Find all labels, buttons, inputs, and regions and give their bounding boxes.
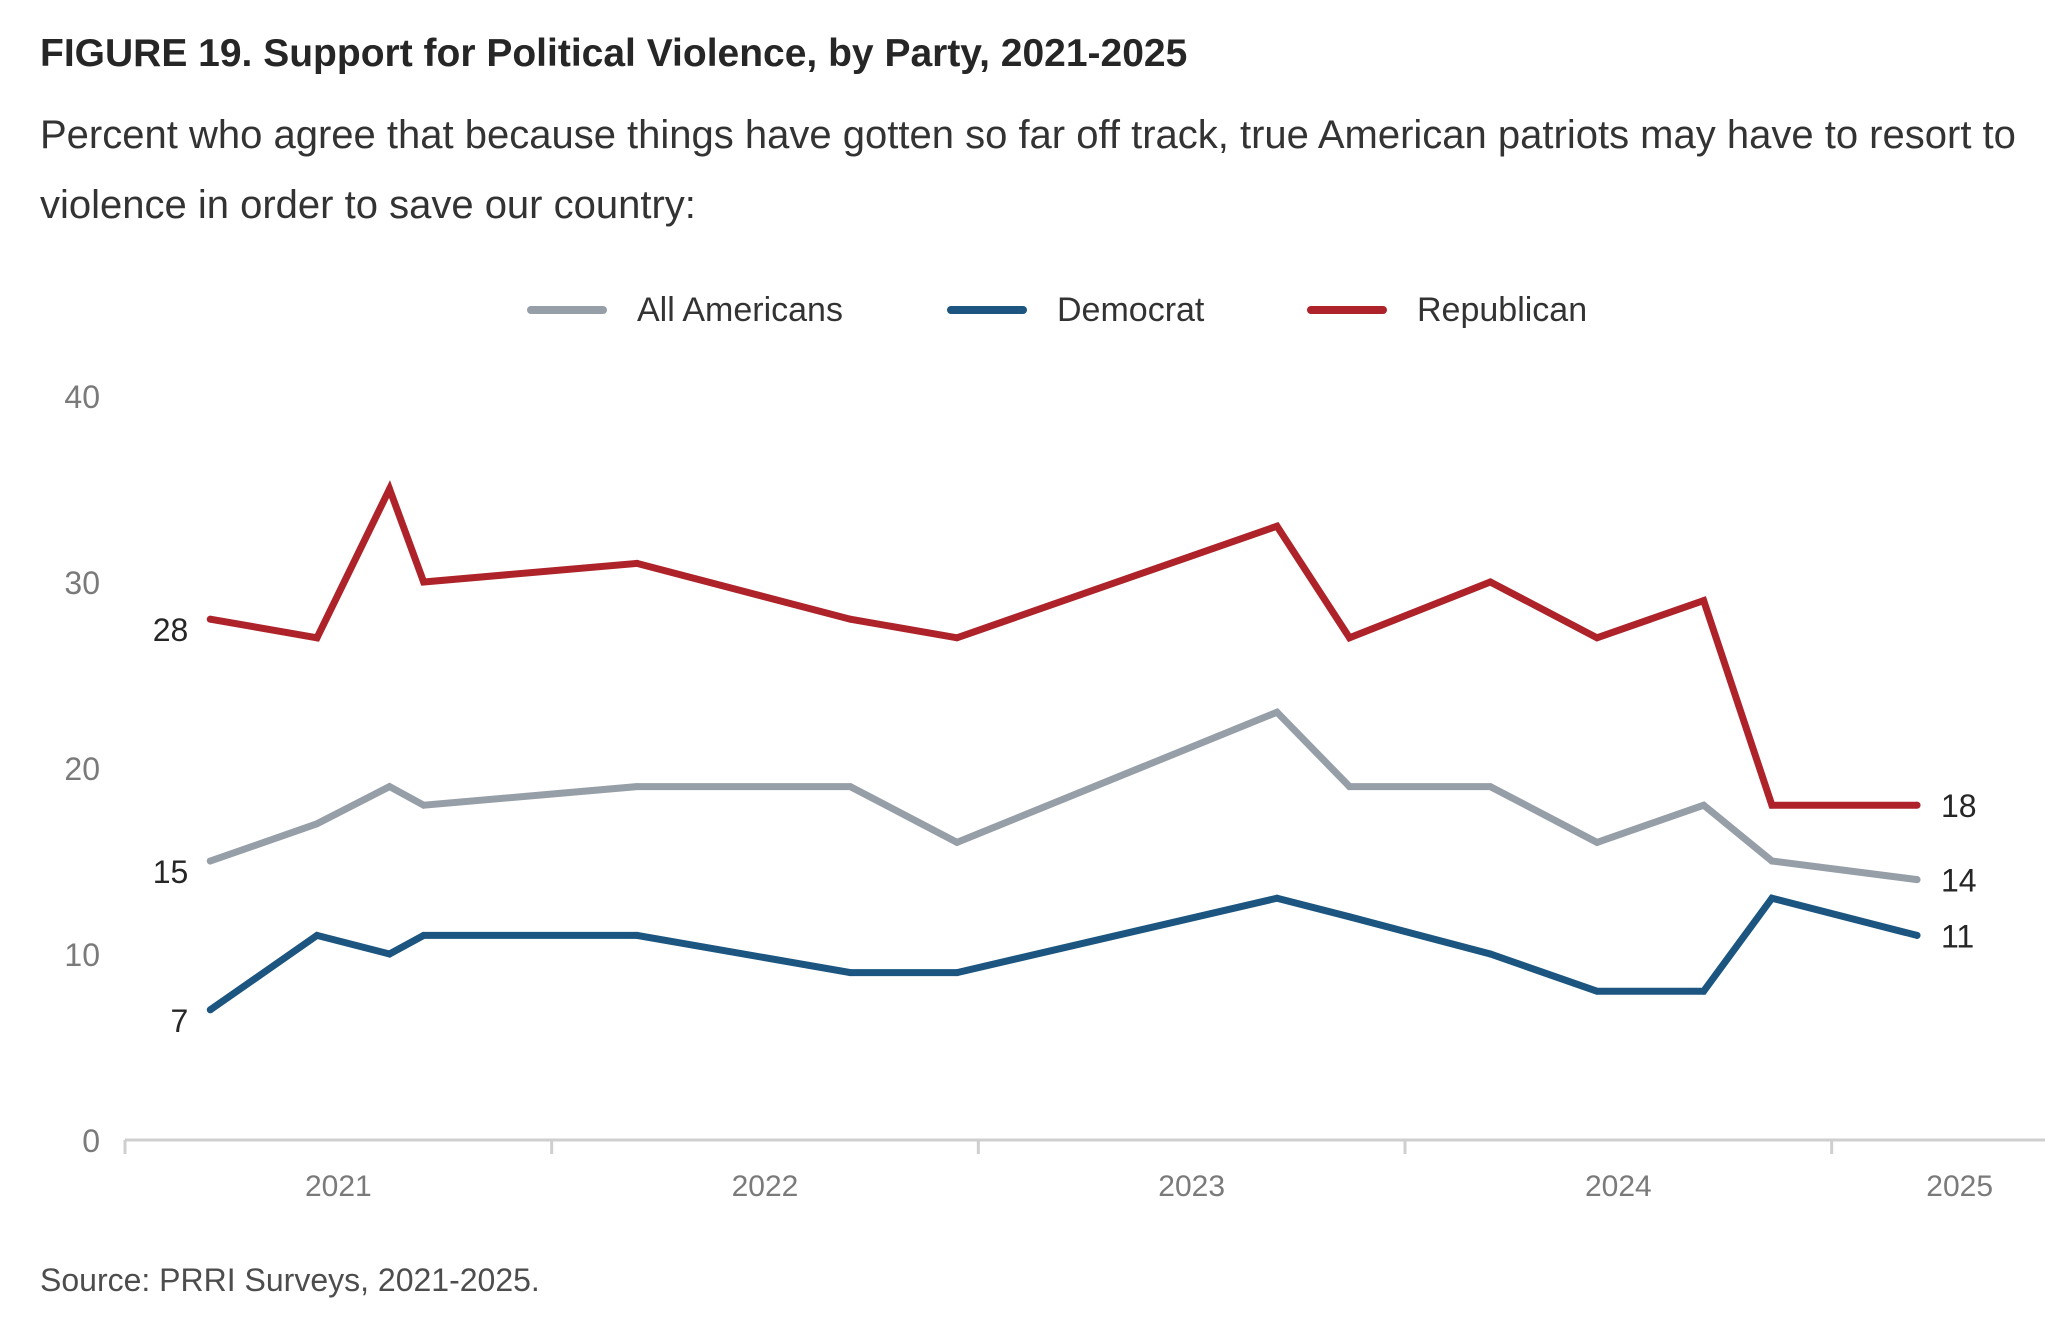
y-tick-label: 20 xyxy=(64,751,100,787)
data-point-democrat xyxy=(1486,950,1494,958)
data-point-republican xyxy=(1593,634,1601,642)
x-tick-label: 2023 xyxy=(1158,1170,1225,1203)
data-label-end-republican: 18 xyxy=(1941,788,1977,824)
data-point-democrat xyxy=(420,931,428,939)
data-point-democrat xyxy=(1593,987,1601,995)
y-tick-label: 30 xyxy=(64,565,100,601)
data-point-republican xyxy=(1273,522,1281,530)
data-point-republican xyxy=(206,615,214,623)
data-point-democrat xyxy=(633,931,641,939)
data-point-democrat xyxy=(1273,894,1281,902)
series-line-all-americans xyxy=(206,708,1921,884)
legend-item-all-americans: All Americans xyxy=(527,286,843,334)
chart-subtitle: Percent who agree that because things ha… xyxy=(40,113,2016,227)
data-point-all-americans xyxy=(420,801,428,809)
data-point-democrat xyxy=(386,950,394,958)
data-point-republican xyxy=(1486,578,1494,586)
data-point-republican xyxy=(1346,634,1354,642)
x-tick-label: 2025 xyxy=(1926,1170,1993,1203)
data-label-start-republican: 28 xyxy=(153,612,189,648)
data-point-all-americans xyxy=(1486,783,1494,791)
data-point-all-americans xyxy=(206,857,214,865)
data-point-republican xyxy=(846,615,854,623)
data-point-all-americans xyxy=(1768,857,1776,865)
data-point-all-americans xyxy=(953,838,961,846)
data-point-all-americans xyxy=(1913,876,1921,884)
chart-legend: All Americans Democrat Republican xyxy=(0,286,2064,334)
data-point-republican xyxy=(1700,597,1708,605)
data-point-republican xyxy=(633,559,641,567)
data-point-democrat xyxy=(846,969,854,977)
data-point-democrat xyxy=(953,969,961,977)
data-point-democrat xyxy=(206,1006,214,1014)
data-label-end-democrat: 11 xyxy=(1941,918,1974,954)
chart-title: FIGURE 19. Support for Political Violenc… xyxy=(40,32,1188,75)
data-point-republican xyxy=(420,578,428,586)
data-point-democrat xyxy=(1346,913,1354,921)
y-tick-label: 10 xyxy=(64,937,100,973)
legend-item-republican: Republican xyxy=(1307,286,1587,334)
data-point-democrat xyxy=(1700,987,1708,995)
legend-swatch-republican xyxy=(1307,306,1387,314)
data-label-end-all-americans: 14 xyxy=(1941,863,1977,899)
data-point-all-americans xyxy=(1273,708,1281,716)
data-point-all-americans xyxy=(633,783,641,791)
legend-swatch-democrat xyxy=(947,306,1027,314)
data-point-republican xyxy=(1768,801,1776,809)
data-point-all-americans xyxy=(1700,801,1708,809)
data-point-republican xyxy=(953,634,961,642)
data-point-all-americans xyxy=(846,783,854,791)
data-point-all-americans xyxy=(386,783,394,791)
source-note: Source: PRRI Surveys, 2021-2025. xyxy=(40,1262,540,1298)
data-point-republican xyxy=(313,634,321,642)
data-point-democrat xyxy=(1913,931,1921,939)
data-label-start-democrat: 7 xyxy=(171,1003,189,1039)
data-point-republican xyxy=(1913,801,1921,809)
data-point-republican xyxy=(386,485,394,493)
series-line-republican xyxy=(206,480,1921,809)
y-tick-label: 40 xyxy=(64,379,100,415)
x-tick-label: 2021 xyxy=(305,1170,372,1203)
data-point-all-americans xyxy=(1593,838,1601,846)
data-label-start-all-americans: 15 xyxy=(153,854,189,890)
data-point-democrat xyxy=(1768,894,1776,902)
legend-item-democrat: Democrat xyxy=(947,286,1204,334)
data-point-all-americans xyxy=(313,820,321,828)
series-line-democrat xyxy=(206,894,1921,1014)
legend-label-republican: Republican xyxy=(1417,290,1588,329)
legend-label-all-americans: All Americans xyxy=(637,290,843,329)
legend-label-democrat: Democrat xyxy=(1057,290,1205,329)
y-tick-label: 0 xyxy=(82,1123,100,1159)
data-point-all-americans xyxy=(1346,783,1354,791)
x-tick-label: 2022 xyxy=(732,1170,799,1203)
legend-swatch-all-americans xyxy=(527,306,607,314)
data-point-democrat xyxy=(313,931,321,939)
x-tick-label: 2024 xyxy=(1585,1170,1652,1203)
